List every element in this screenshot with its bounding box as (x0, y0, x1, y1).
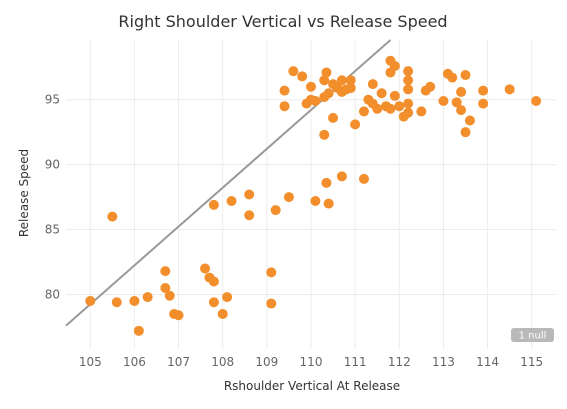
data-point[interactable] (222, 292, 233, 303)
data-point[interactable] (451, 97, 462, 108)
data-point[interactable] (416, 106, 427, 117)
data-point[interactable] (447, 72, 458, 83)
x-axis-ticks: 105 106 107 108 109 110 111 112 113 114 115 (79, 355, 543, 369)
data-point[interactable] (266, 267, 277, 278)
data-point[interactable] (456, 105, 467, 116)
data-point[interactable] (460, 70, 471, 81)
data-point[interactable] (107, 211, 118, 222)
data-point[interactable] (358, 106, 369, 117)
data-point[interactable] (306, 81, 316, 92)
x-tick-label: 107 (167, 355, 190, 369)
data-point[interactable] (111, 297, 122, 308)
data-point[interactable] (283, 192, 294, 203)
x-tick-label: 110 (300, 355, 323, 369)
x-tick-label: 115 (520, 355, 543, 369)
chart-title: Right Shoulder Vertical vs Release Speed (118, 12, 447, 31)
null-indicator[interactable]: 1 null (511, 328, 554, 342)
data-point[interactable] (345, 83, 356, 94)
data-point[interactable] (358, 173, 369, 184)
data-point[interactable] (460, 127, 471, 138)
y-axis-ticks: 80 85 90 95 (45, 93, 60, 302)
data-point[interactable] (478, 85, 489, 96)
x-tick-label: 106 (123, 355, 146, 369)
data-point[interactable] (279, 85, 290, 96)
x-tick-label: 108 (211, 355, 234, 369)
data-point[interactable] (310, 96, 321, 107)
data-point[interactable] (323, 88, 334, 99)
data-point[interactable] (372, 103, 383, 114)
data-point[interactable] (504, 84, 515, 95)
data-point[interactable] (266, 298, 277, 309)
data-point[interactable] (323, 198, 334, 209)
data-point[interactable] (208, 199, 219, 210)
y-tick-label: 90 (45, 158, 60, 172)
y-axis-label: Release Speed (17, 149, 31, 237)
data-point[interactable] (160, 266, 171, 277)
data-point[interactable] (403, 75, 414, 86)
data-point[interactable] (403, 84, 414, 95)
data-point[interactable] (403, 107, 414, 118)
data-point[interactable] (321, 67, 332, 78)
data-point[interactable] (321, 177, 332, 188)
data-point[interactable] (389, 60, 400, 71)
data-point[interactable] (367, 79, 378, 90)
x-tick-label: 111 (344, 355, 367, 369)
data-point[interactable] (531, 96, 542, 107)
data-point[interactable] (350, 119, 361, 130)
data-point[interactable] (319, 75, 330, 86)
data-point[interactable] (385, 103, 396, 114)
data-point[interactable] (279, 101, 290, 112)
data-point[interactable] (425, 81, 436, 92)
data-point[interactable] (160, 282, 171, 293)
data-point[interactable] (319, 129, 330, 140)
data-point[interactable] (336, 171, 347, 182)
x-axis-label: Rshoulder Vertical At Release (224, 379, 400, 393)
data-point[interactable] (133, 325, 144, 336)
data-point[interactable] (336, 75, 347, 86)
data-point[interactable] (438, 96, 449, 107)
data-point[interactable] (208, 297, 219, 308)
data-point[interactable] (478, 98, 489, 109)
data-point[interactable] (244, 189, 255, 200)
data-point[interactable] (464, 115, 475, 126)
null-badge[interactable] (511, 328, 554, 342)
x-tick-label: 112 (388, 355, 411, 369)
data-point[interactable] (297, 71, 308, 82)
data-point[interactable] (142, 292, 153, 303)
data-point[interactable] (129, 295, 140, 306)
data-point[interactable] (217, 308, 228, 319)
data-point[interactable] (389, 90, 400, 101)
y-tick-label: 95 (45, 93, 60, 107)
data-point[interactable] (345, 75, 356, 86)
x-tick-label: 105 (79, 355, 102, 369)
data-point[interactable] (85, 295, 96, 306)
data-point[interactable] (456, 86, 467, 97)
data-point[interactable] (403, 98, 414, 109)
data-point[interactable] (270, 205, 281, 216)
data-point[interactable] (288, 66, 299, 77)
null-badge-label: 1 null (519, 331, 547, 342)
x-tick-label: 114 (476, 355, 499, 369)
data-point[interactable] (403, 66, 414, 77)
data-point[interactable] (328, 112, 339, 123)
data-points (85, 55, 542, 336)
data-point[interactable] (208, 276, 219, 287)
data-point[interactable] (376, 88, 387, 99)
x-tick-label: 109 (255, 355, 278, 369)
data-point[interactable] (244, 210, 255, 221)
data-point[interactable] (394, 101, 405, 112)
y-tick-label: 80 (45, 287, 60, 301)
data-point[interactable] (310, 195, 321, 206)
data-point[interactable] (173, 310, 184, 321)
x-tick-label: 113 (432, 355, 455, 369)
data-point[interactable] (164, 290, 175, 301)
data-point[interactable] (226, 195, 237, 206)
y-tick-label: 85 (45, 223, 60, 237)
data-point[interactable] (200, 263, 211, 274)
